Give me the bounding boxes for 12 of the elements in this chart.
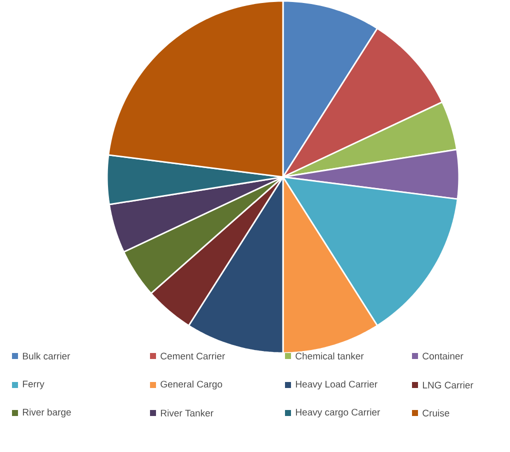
legend-label: General Cargo	[160, 380, 222, 390]
legend-label: River Tanker	[160, 410, 214, 416]
legend-label: Heavy Load Carrier	[296, 380, 378, 390]
legend-label: Cement Carrier	[160, 352, 225, 360]
legend-label: Ferry	[22, 380, 44, 390]
legend-label: Cruise	[422, 410, 450, 416]
legend-label: LNG Carrier	[422, 382, 474, 388]
legend-label: Chemical tanker	[296, 352, 364, 360]
legend-label: River barge	[22, 408, 71, 418]
legend-label: Container	[422, 352, 464, 360]
legend-label: Bulk carrier	[22, 352, 70, 360]
legend-label: Heavy cargo Carrier	[296, 408, 380, 418]
